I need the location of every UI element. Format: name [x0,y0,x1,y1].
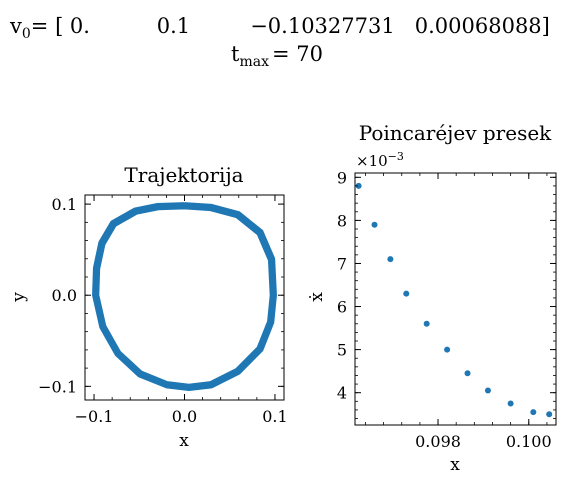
poincare-xlabel: x [450,455,460,475]
poincare-point [423,320,430,327]
trajectory-ytick-label: −0.1 [38,377,77,396]
v0-subscript: 0 [22,26,31,42]
poincare-ylabel: ẋ [307,292,327,302]
poincare-plot-area [355,182,553,418]
tmax-line: tmax = 70 [231,42,323,70]
poincare-ytick-label: 7 [337,254,347,273]
trajectory-ytick-label: 0.1 [52,195,77,214]
poincare-point [546,411,553,418]
poincare-ytick-label: 8 [337,211,347,230]
trajectory-chart: Trajektorija −0.1 0.0 0.1 −0.1 0.0 0.1 x y [9,163,288,451]
poincare-ticks: 0.098 0.100 4 5 6 7 8 9 [337,168,556,451]
trajectory-title: Trajektorija [124,163,243,187]
v0-label: v [9,14,22,38]
trajectory-plot-area [92,202,277,392]
trajectory-xtick-label: 0.1 [262,407,287,426]
poincare-chart: Poincaréjev presek ×10−3 0.098 0.100 4 5 6 7 8… [307,121,557,475]
poincare-ytick-label: 4 [337,384,347,403]
offset-exponent: −3 [388,150,404,163]
poincare-point [444,346,451,353]
poincare-point [464,370,471,377]
poincare-ytick-label: 6 [337,298,347,317]
poincare-point [355,182,362,189]
trajectory-ytick-label: 0.0 [52,286,77,305]
poincare-ytick-label: 5 [337,341,347,360]
poincare-ytick-label: 9 [337,168,347,187]
poincare-offset-label: ×10−3 [356,150,404,170]
offset-base: ×10 [356,152,388,170]
v0-values: = [ 0. 0.1 −0.10327731 0.00068088] [31,14,550,38]
poincare-xtick-label: 0.098 [415,432,461,451]
trajectory-xtick-label: −0.1 [75,407,114,426]
poincare-frame [354,172,557,426]
poincare-xtick-label: 0.100 [506,432,552,451]
poincare-point [484,387,491,394]
poincare-point [507,400,514,407]
trajectory-xlabel: x [179,431,189,451]
tmax-subscript: max [239,54,269,70]
trajectory-ylabel: y [9,292,29,303]
trajectory-xtick-label: 0.0 [172,407,197,426]
poincare-point [371,221,378,228]
trajectory-orbit-line [95,205,274,388]
tmax-label: t [231,42,240,66]
poincare-point [530,409,537,416]
tmax-value: = 70 [272,42,323,66]
v0-line: v0= [ 0. 0.1 −0.10327731 0.00068088] [9,14,550,42]
poincare-title: Poincaréjev presek [359,121,552,145]
poincare-point [403,290,410,297]
poincare-point [387,256,394,263]
trajectory-ticks: −0.1 0.0 0.1 −0.1 0.0 0.1 [38,195,288,426]
